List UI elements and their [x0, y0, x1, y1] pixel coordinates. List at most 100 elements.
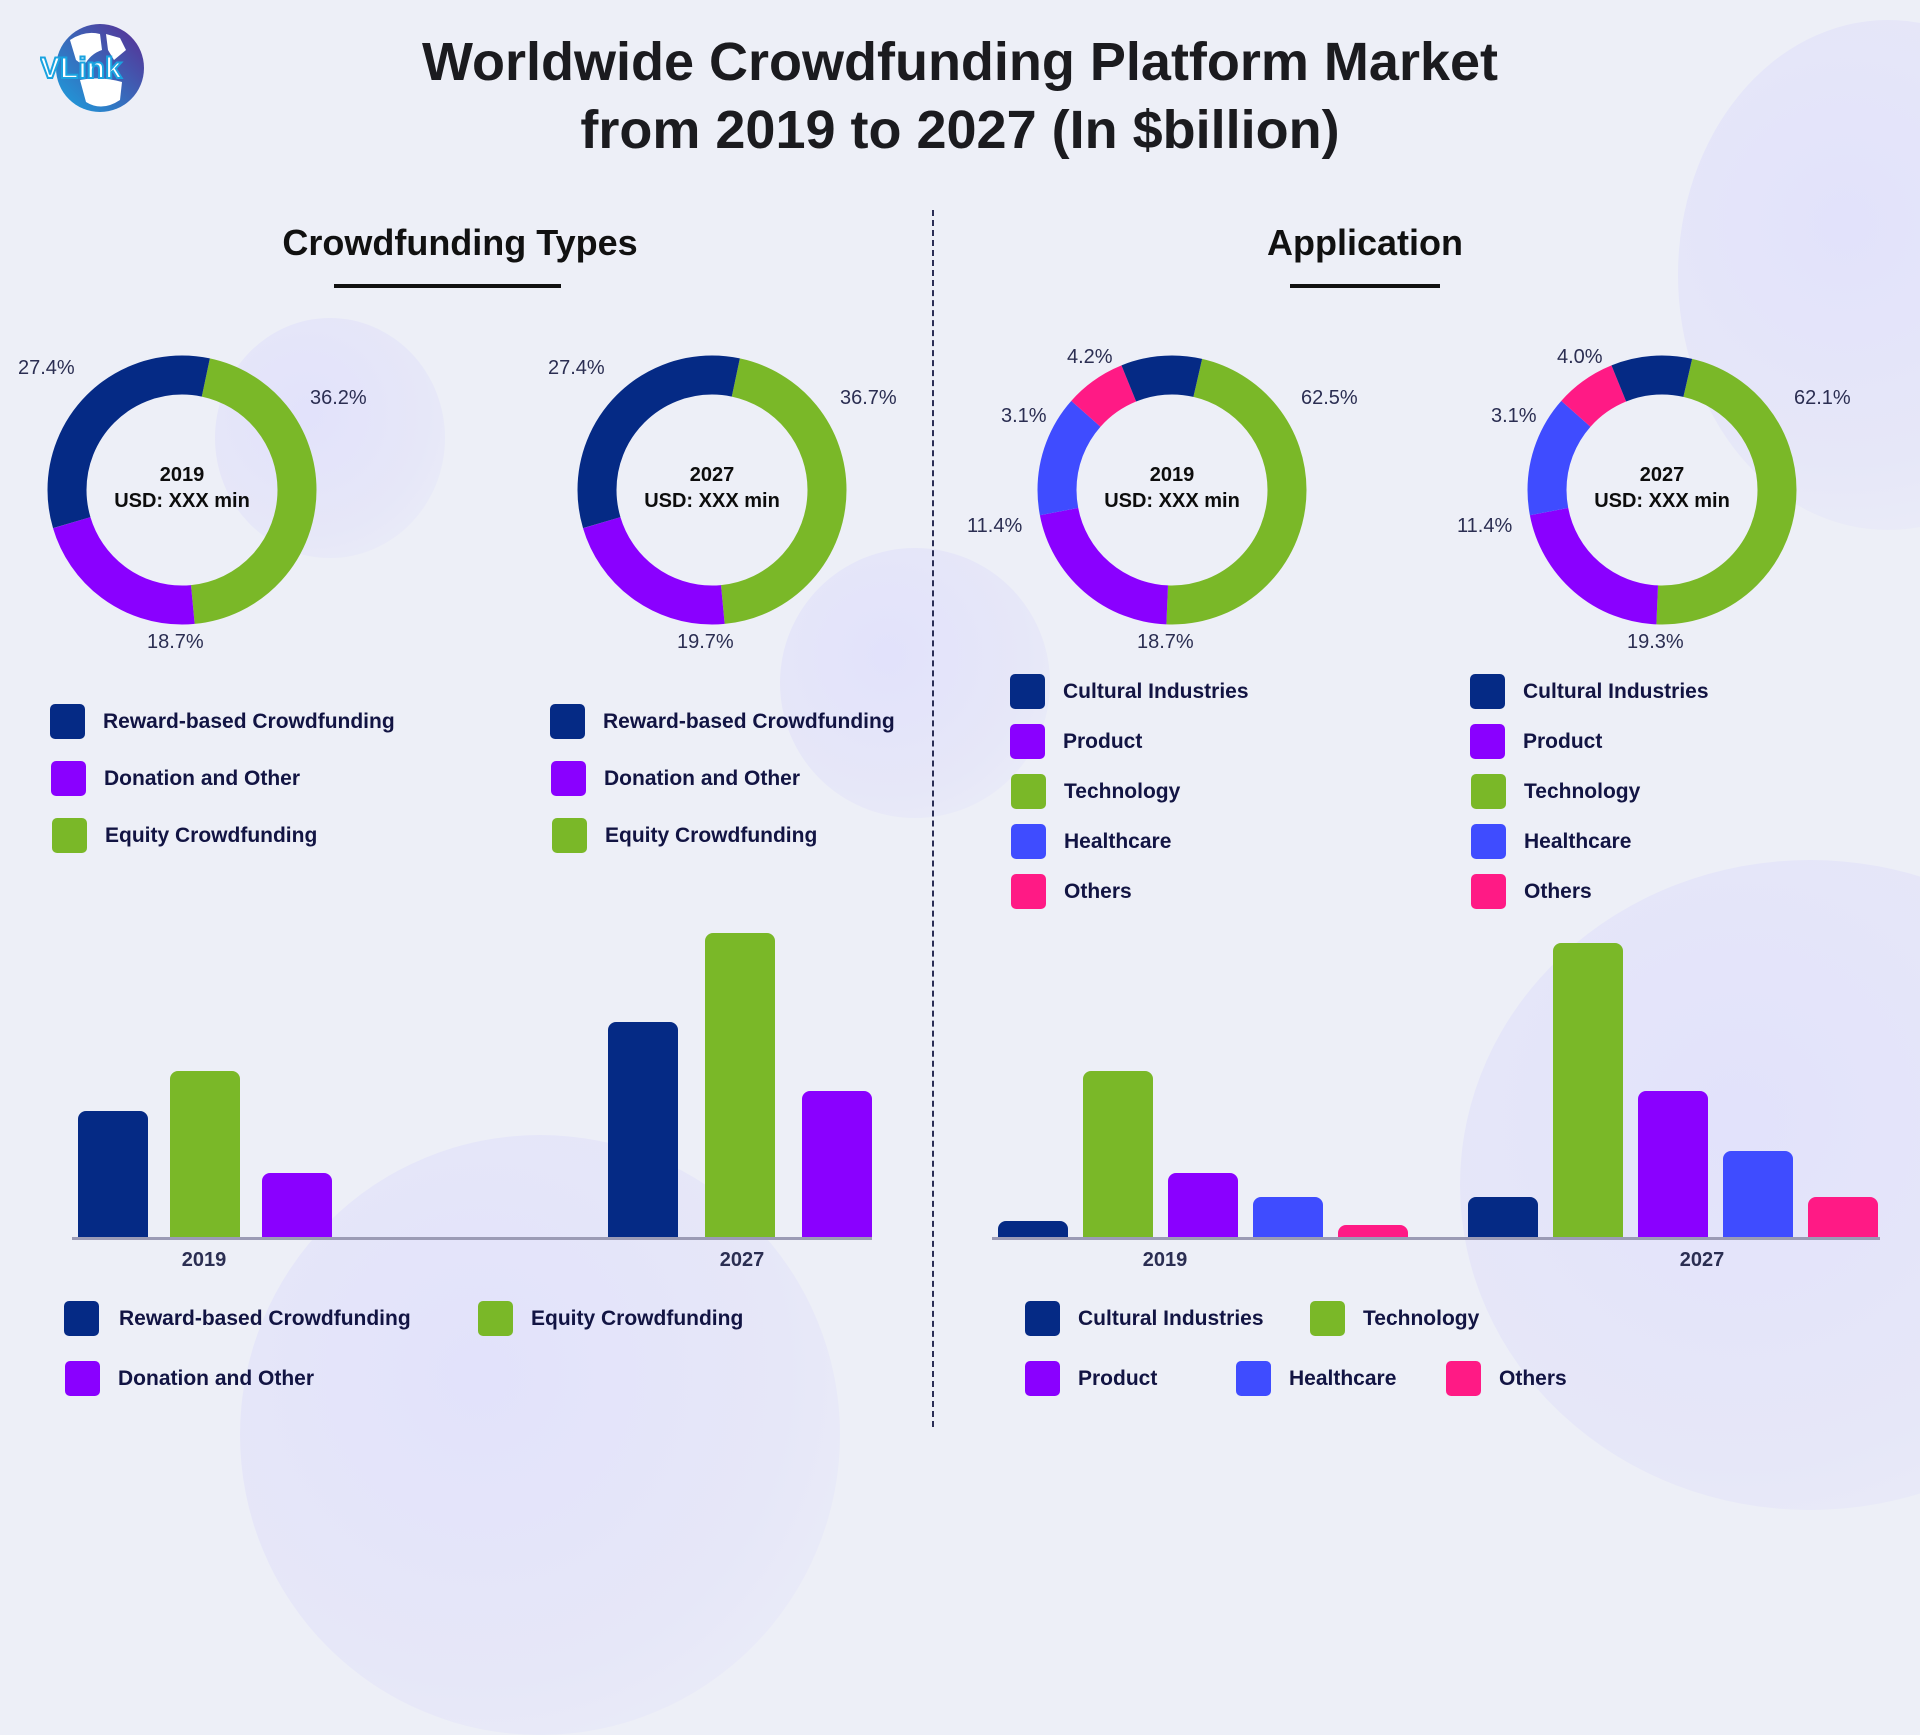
donut-center-label: 2019 USD: XXX min [114, 464, 250, 512]
bar-reward-2027 [608, 1022, 678, 1238]
donut-segment-reward [47, 355, 317, 625]
swatch-others [1011, 874, 1046, 909]
bar-equity-2027 [705, 933, 775, 1238]
donut-center-label: 2019 USD: XXX min [1104, 464, 1240, 512]
legend-item-donation: Donation and Other [551, 761, 800, 796]
pct-label-technology: 62.5% [1301, 387, 1358, 409]
swatch-others [1446, 1361, 1481, 1396]
legend-item-reward: Reward-based Crowdfunding [550, 704, 895, 739]
legend-item-cultural: Cultural Industries [1010, 674, 1249, 709]
legend-item-others: Others [1471, 874, 1592, 909]
legend-item-product: Product [1470, 724, 1602, 759]
pct-label-healthcare: 11.4% [1457, 515, 1513, 537]
bar-legend-healthcare: Healthcare [1236, 1361, 1396, 1396]
pct-label-technology: 62.1% [1794, 387, 1851, 409]
bar-product-2019 [1168, 1173, 1238, 1238]
svg-text:VLink: VLink [40, 52, 122, 85]
section-underline [334, 284, 561, 288]
donut-segment-healthcare [1037, 355, 1307, 625]
legend-item-technology: Technology [1011, 774, 1180, 809]
swatch-donation [65, 1361, 100, 1396]
legend-item-product: Product [1010, 724, 1142, 759]
background-blob [780, 548, 1050, 818]
donut-segment-donation [577, 355, 847, 625]
swatch-equity [52, 818, 87, 853]
bar-donation-2027 [802, 1091, 872, 1238]
bar-legend-cultural: Cultural Industries [1025, 1301, 1264, 1336]
swatch-reward [50, 704, 85, 739]
swatch-healthcare [1011, 824, 1046, 859]
pct-label-product: 18.7% [1137, 631, 1194, 653]
bar-legend-donation: Donation and Other [65, 1361, 314, 1396]
bar-legend-technology: Technology [1310, 1301, 1479, 1336]
section-underline [1290, 284, 1440, 288]
donut-chart-types-2019 [47, 355, 317, 625]
swatch-cultural [1025, 1301, 1060, 1336]
legend-item-equity: Equity Crowdfunding [52, 818, 317, 853]
pct-label-equity: 36.7% [840, 387, 897, 409]
donut-chart-application-2027 [1527, 355, 1797, 625]
donut-segment-cultural [1037, 355, 1307, 625]
swatch-product [1010, 724, 1045, 759]
swatch-product [1025, 1361, 1060, 1396]
pct-label-others: 3.1% [1001, 405, 1047, 427]
swatch-equity [552, 818, 587, 853]
title-line-1: Worldwide Crowdfunding Platform Market [421, 32, 1499, 92]
legend-item-healthcare: Healthcare [1011, 824, 1171, 859]
bar-others-2027 [1808, 1197, 1878, 1238]
pct-label-cultural: 4.0% [1557, 346, 1603, 368]
globe-icon: VLink [39, 24, 144, 112]
swatch-cultural [1010, 674, 1045, 709]
legend-item-reward: Reward-based Crowdfunding [50, 704, 395, 739]
pct-label-reward: 27.4% [548, 357, 605, 379]
swatch-others [1471, 874, 1506, 909]
vlink-logo: VLink [39, 20, 158, 114]
x-axis-label-2027: 2027 [719, 1249, 765, 1271]
swatch-technology [1471, 774, 1506, 809]
swatch-healthcare [1471, 824, 1506, 859]
swatch-donation [51, 761, 86, 796]
x-axis-label-2027: 2027 [1679, 1249, 1725, 1271]
donut-center-label: 2027 USD: XXX min [644, 464, 780, 512]
pct-label-others: 3.1% [1491, 405, 1537, 427]
bar-cultural-2027 [1468, 1197, 1538, 1238]
donut-segment-equity [577, 355, 847, 625]
donut-segment-equity [47, 355, 317, 625]
swatch-equity [478, 1301, 513, 1336]
bar-healthcare-2027 [1723, 1151, 1793, 1238]
x-axis-line [992, 1237, 1880, 1240]
pct-label-equity: 36.2% [310, 387, 367, 409]
donut-segment-technology [1037, 355, 1307, 625]
donut-segment-healthcare [1527, 355, 1797, 625]
background-blob [215, 318, 445, 558]
pct-label-donation: 18.7% [147, 631, 204, 653]
legend-item-cultural: Cultural Industries [1470, 674, 1709, 709]
bar-product-2027 [1638, 1091, 1708, 1238]
swatch-technology [1310, 1301, 1345, 1336]
bar-technology-2027 [1553, 943, 1623, 1238]
legend-item-healthcare: Healthcare [1471, 824, 1631, 859]
section-divider [932, 210, 934, 1427]
swatch-reward [64, 1301, 99, 1336]
donut-chart-application-2019 [1037, 355, 1307, 625]
pct-label-cultural: 4.2% [1067, 346, 1113, 368]
title-line-2: from 2019 to 2027 (In $billion) [580, 100, 1340, 160]
bar-reward-2019 [78, 1111, 148, 1238]
legend-item-others: Others [1011, 874, 1132, 909]
legend-item-equity: Equity Crowdfunding [552, 818, 817, 853]
donut-center-label: 2027 USD: XXX min [1594, 464, 1730, 512]
pct-label-donation: 19.7% [677, 631, 734, 653]
swatch-donation [551, 761, 586, 796]
legend-item-donation: Donation and Other [51, 761, 300, 796]
donut-segment-technology [1527, 355, 1797, 625]
swatch-cultural [1470, 674, 1505, 709]
donut-segment-reward [577, 355, 847, 625]
donut-segment-donation [47, 355, 317, 625]
page-title: Worldwide Crowdfunding Platform Market f… [0, 28, 1920, 164]
bar-legend-others: Others [1446, 1361, 1567, 1396]
x-axis-line [72, 1237, 872, 1240]
x-axis-label-2019: 2019 [181, 1249, 227, 1271]
section-title-crowdfunding-types: Crowdfunding Types [282, 222, 638, 263]
bar-donation-2019 [262, 1173, 332, 1238]
section-title-application: Application [1267, 222, 1463, 263]
